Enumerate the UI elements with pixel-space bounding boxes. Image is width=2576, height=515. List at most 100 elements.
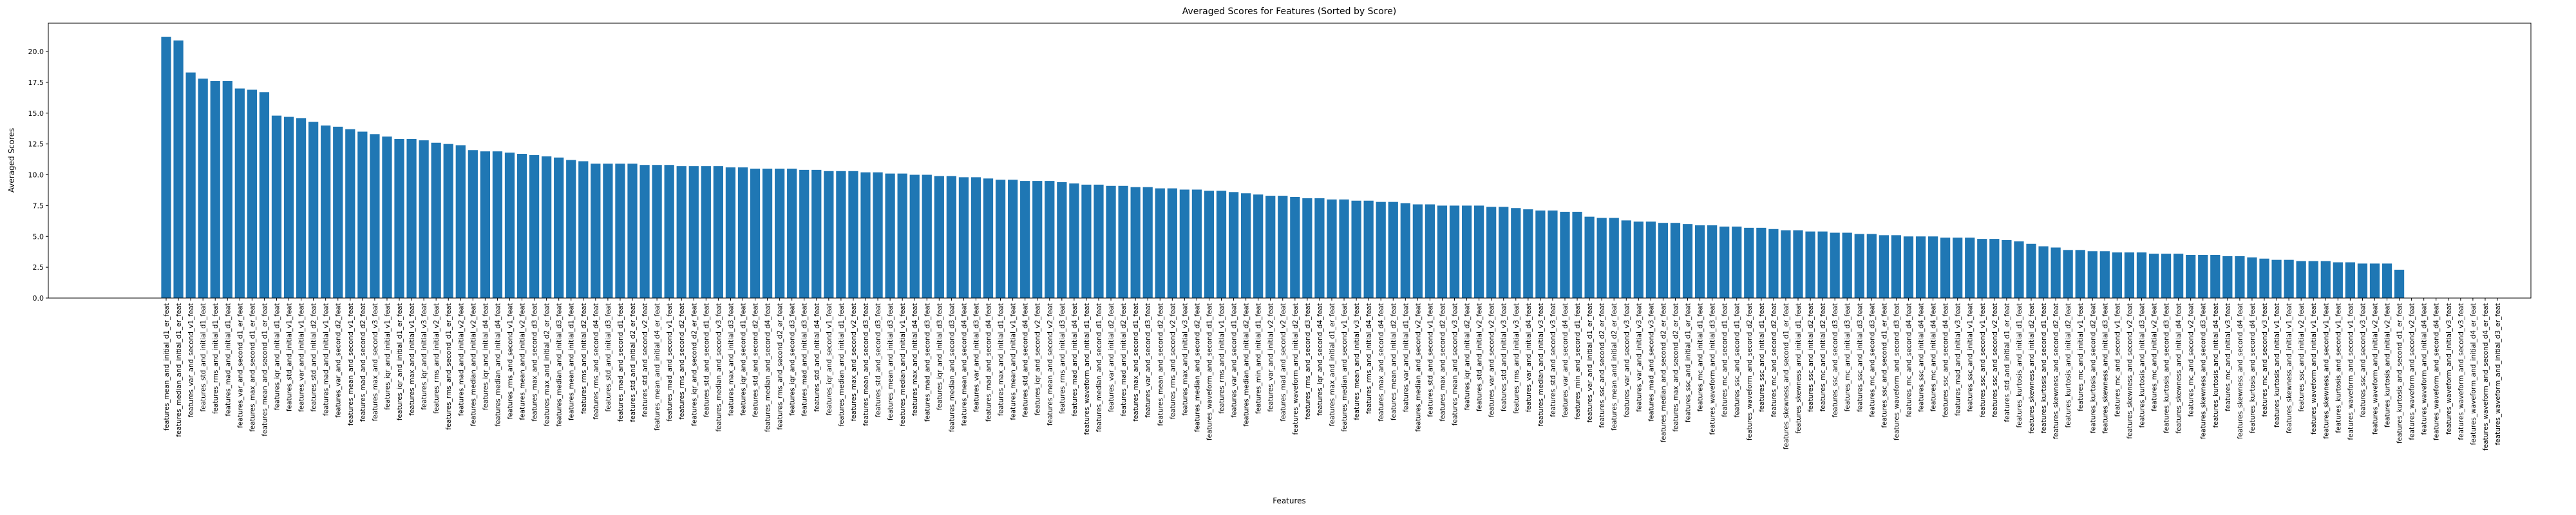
bar [1327,199,1337,298]
x-tick-label: features_ssc_and_second_d1_feat [1734,303,1741,418]
x-tick-label: features_ssc_and_second_d2_er_feat [1598,303,1606,428]
x-tick-label: features_mc_and_initial_d4_feat [1930,303,1938,411]
x-tick-label: features_mad_and_second_d2_feat [359,303,367,422]
x-tick-label: features_mc_and_second_d3_feat [1868,303,1876,417]
bar [2026,243,2036,298]
bar [1977,239,1987,298]
bar [2136,252,2147,298]
x-tick-label: features_mean_and_second_v3_feat [1452,303,1459,426]
bar [1400,203,1410,298]
bar [1805,231,1815,298]
x-tick-label: features_var_and_second_v2_feat [1488,303,1496,417]
bar [1694,225,1705,298]
bar [1609,218,1619,298]
bar [1253,194,1264,298]
axes-frame [48,23,2532,299]
x-tick-label: features_median_and_second_v3_feat [715,303,723,432]
x-tick-label: features_var_and_second_d2_feat [335,303,343,418]
x-tick-label: features_std_and_initial_v3_feat [1501,303,1508,411]
bar [259,92,270,298]
bar [1449,205,1460,298]
bar [2014,241,2024,298]
x-tick-label: features_mc_and_initial_v2_feat [2151,303,2159,411]
bar [271,115,282,298]
bar [1376,201,1386,298]
bar [2124,252,2135,298]
x-tick-label: features_ssc_and_second_d4_feat [1942,303,1950,418]
bar [1915,236,1926,298]
x-tick-label: features_mad_and_second_v2_feat [1280,303,1287,422]
x-tick-label: features_waveform_and_second_d4_feat [2433,303,2441,440]
x-tick-label: features_mad_and_second_d1_feat [617,303,625,422]
x-tick-label: features_ssc_and_second_v2_feat [1991,303,1999,417]
x-tick-label: features_ssc_and_initial_v1_feat [1967,303,1975,412]
x-tick-label: features_std_and_second_v3_feat [1549,303,1557,417]
x-tick-label: features_var_and_initial_v2_feat [1267,303,1275,412]
x-tick-label: features_median_and_second_v1_feat [1341,303,1349,432]
bar [701,166,711,298]
x-tick-label: features_ssc_and_second_v3_feat [2359,303,2367,417]
x-tick-label: features_median_and_initial_d1_feat [838,303,846,427]
bar [1596,218,1607,298]
bar [394,138,404,298]
x-tick-label: features_skewness_and_initial_d2_feat [2028,303,2036,434]
bar [1903,236,1914,298]
x-tick-label: features_waveform_and_second_v3_feat [2458,303,2465,440]
x-tick-label: features_rms_and_second_d4_feat [592,303,600,420]
bar [1523,209,1533,298]
bar [1682,224,1693,298]
bar [1094,184,1104,298]
x-tick-label: features_iqr_and_initial_d1_feat [273,303,281,410]
x-tick-label: features_mc_and_second_d4_feat [1905,303,1913,417]
bar [554,157,564,298]
bar [995,180,1006,298]
bar [652,165,662,298]
bar [1081,184,1092,298]
x-tick-label: features_var_and_initial_d4_feat [1525,303,1533,412]
x-tick-label: features_rms_and_second_d2_feat [678,303,686,420]
x-tick-label: features_max_and_second_v2_feat [850,303,858,421]
x-tick-label: features_mad_and_initial_d2_feat [1120,303,1128,417]
x-tick-label: features_mean_and_second_d2_feat [1157,303,1164,426]
x-tick-label: features_kurtosis_and_initial_v1_feat [2273,303,2281,427]
bar [946,176,956,298]
x-tick-label: features_mean_and_initial_v1_feat [1010,303,1018,420]
x-tick-label: features_ssc_and_second_d3_feat [1832,303,1839,418]
bar [860,172,871,298]
x-tick-label: features_std_and_second_d3_feat [875,303,882,417]
bar [542,156,552,298]
bar [2382,263,2392,298]
x-tick-label: features_var_and_second_v3_feat [1623,303,1631,417]
bar [1584,216,1595,298]
x-tick-label: features_ssc_and_initial_d2_feat [1807,303,1815,412]
x-tick-label: features_mc_and_second_d2_feat [1770,303,1778,417]
bar [468,150,478,298]
bar [1560,211,1570,298]
x-tick-label: features_std_and_initial_d2_feat [310,303,318,412]
x-tick-label: features_max_and_initial_d3_feat [727,303,735,416]
bar [1179,189,1189,298]
bar [909,174,920,298]
x-tick-label: features_mc_and_second_v1_feat [2114,303,2121,417]
x-tick-label: features_mean_and_second_v2_feat [1046,303,1054,426]
bar [873,172,883,298]
bar [578,161,589,298]
x-tick-label: features_skewness_and_second_d4_feat [2237,303,2244,439]
x-tick-label: features_rms_and_initial_d1_feat [212,303,220,414]
x-tick-label: features_max_and_initial_d1_er_feat [1329,303,1336,426]
bar [2198,254,2208,298]
x-tick-label: features_kurtosis_and_initial_d2_feat [2065,303,2072,427]
bar [2038,246,2049,298]
x-tick-label: features_skewness_and_initial_d3_feat [2101,303,2109,434]
x-tick-label: features_rms_and_second_d3_feat [1304,303,1312,420]
bar [455,145,466,298]
x-tick-label: features_mc_and_initial_d1_feat [1697,303,1705,411]
bar [1278,196,1288,298]
bar [1817,231,1828,298]
x-tick-label: features_iqr_and_second_v2_feat [1034,303,1042,415]
x-tick-label: features_kurtosis_and_second_d1_er_feat [2396,303,2404,444]
bar [566,160,576,298]
x-tick-label: features_std_and_second_d1_feat [703,303,710,417]
x-tick-label: features_max_and_second_d1_feat [1132,303,1140,422]
